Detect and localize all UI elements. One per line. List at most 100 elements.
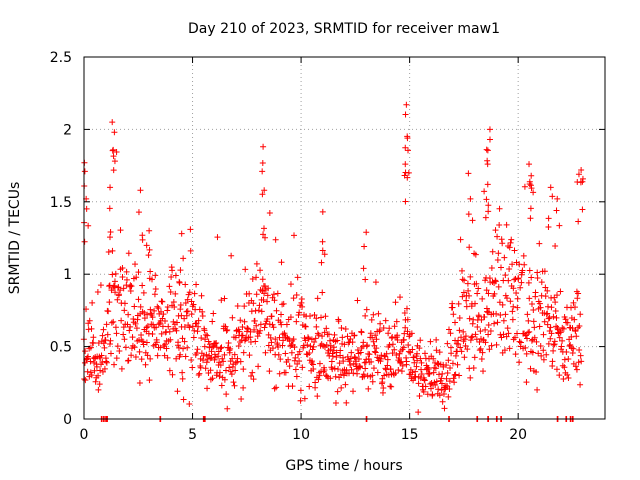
- data-point: [261, 324, 268, 331]
- data-point: [542, 284, 549, 291]
- data-point: [391, 346, 398, 353]
- data-point: [201, 327, 208, 334]
- data-point: [167, 336, 174, 343]
- data-point: [232, 367, 239, 374]
- data-point: [370, 311, 377, 318]
- data-point: [256, 302, 263, 309]
- data-point: [127, 282, 134, 289]
- data-point: [418, 370, 425, 377]
- data-point: [501, 254, 508, 261]
- data-point: [538, 352, 545, 359]
- data-point: [85, 353, 92, 360]
- data-point: [351, 354, 358, 361]
- data-point: [135, 209, 142, 216]
- data-point: [229, 355, 236, 362]
- data-point: [278, 311, 285, 318]
- data-point: [143, 339, 150, 346]
- data-point: [339, 334, 346, 341]
- data-point: [523, 350, 530, 357]
- data-point: [289, 383, 296, 390]
- data-point: [232, 359, 239, 366]
- data-point: [439, 398, 446, 405]
- data-point: [545, 340, 552, 347]
- data-point: [162, 317, 169, 324]
- data-point: [385, 330, 392, 337]
- data-point: [482, 339, 489, 346]
- data-point: [253, 291, 260, 298]
- data-point: [489, 248, 496, 255]
- data-point: [162, 329, 169, 336]
- data-point: [152, 272, 159, 279]
- data-point: [535, 350, 542, 357]
- data-point: [260, 231, 267, 238]
- data-point: [374, 369, 381, 376]
- data-point: [262, 283, 269, 290]
- data-point: [223, 391, 230, 398]
- data-point: [343, 399, 350, 406]
- data-point: [488, 342, 495, 349]
- data-point: [297, 397, 304, 404]
- data-point: [187, 226, 194, 233]
- data-point: [333, 349, 340, 356]
- y-tick-label: 1: [63, 267, 72, 283]
- data-point: [279, 342, 286, 349]
- data-point: [277, 356, 284, 363]
- data-point: [132, 354, 139, 361]
- data-point: [579, 206, 586, 213]
- data-point: [496, 222, 503, 229]
- data-point: [407, 349, 414, 356]
- data-point: [135, 296, 142, 303]
- data-point: [483, 287, 490, 294]
- data-point: [262, 234, 269, 241]
- data-point: [474, 290, 481, 297]
- data-point: [205, 338, 212, 345]
- data-point: [189, 364, 196, 371]
- data-point: [311, 311, 318, 318]
- data-point: [377, 320, 384, 327]
- data-point: [458, 348, 465, 355]
- data-point: [531, 324, 538, 331]
- data-point: [369, 372, 376, 379]
- data-point: [548, 330, 555, 337]
- data-point: [537, 304, 544, 311]
- data-point: [574, 178, 581, 185]
- data-point: [87, 344, 94, 351]
- data-point: [106, 299, 113, 306]
- data-point: [375, 310, 382, 317]
- data-point: [312, 335, 319, 342]
- data-point: [573, 366, 580, 373]
- data-point: [267, 334, 274, 341]
- data-point: [492, 277, 499, 284]
- data-point: [266, 321, 273, 328]
- data-point: [547, 335, 554, 342]
- plot-frame: [83, 56, 606, 420]
- data-point: [576, 323, 583, 330]
- data-point: [323, 325, 330, 332]
- data-point: [113, 148, 120, 155]
- data-point: [491, 320, 498, 327]
- data-point: [546, 314, 553, 321]
- data-point: [208, 348, 215, 355]
- data-point: [547, 324, 554, 331]
- data-point: [455, 340, 462, 347]
- data-point: [109, 247, 116, 254]
- data-point: [173, 327, 180, 334]
- tick-labels-layer: 0 5 10 15 20 0 0.5 1 1.5 2 2.5: [50, 50, 527, 443]
- data-point: [466, 292, 473, 299]
- data-point: [275, 351, 282, 358]
- data-point: [458, 334, 465, 341]
- data-point: [552, 243, 559, 250]
- data-point: [101, 344, 108, 351]
- data-point: [97, 282, 104, 289]
- data-point: [572, 363, 579, 370]
- data-point: [338, 384, 345, 391]
- data-point: [115, 284, 122, 291]
- data-point: [518, 279, 525, 286]
- data-point: [81, 168, 88, 175]
- data-point: [553, 207, 560, 214]
- data-point: [255, 363, 262, 370]
- data-point: [83, 205, 90, 212]
- data-point: [164, 304, 171, 311]
- data-point: [550, 341, 557, 348]
- data-point: [184, 308, 191, 315]
